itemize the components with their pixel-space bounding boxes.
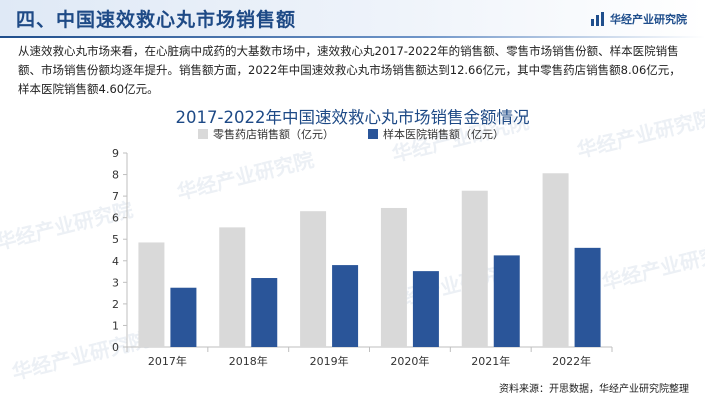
y-tick-label: 4 — [112, 255, 119, 268]
x-tick-label: 2019年 — [310, 354, 349, 368]
header-band — [0, 0, 705, 36]
x-tick-label: 2017年 — [148, 354, 187, 368]
legend-label: 样本医院销售额（亿元） — [383, 127, 504, 141]
legend-swatch — [198, 129, 208, 139]
bar-retail — [300, 211, 327, 347]
y-tick-label: 5 — [112, 233, 119, 246]
chart-title: 2017-2022年中国速效救心丸市场销售金额情况 — [175, 108, 530, 127]
brand-name: 华经产业研究院 — [610, 13, 687, 26]
x-tick-label: 2020年 — [390, 354, 429, 368]
bar-retail — [380, 207, 407, 347]
bar-hospital — [332, 265, 359, 347]
brand-logo-icon — [591, 12, 604, 26]
x-tick-label: 2018年 — [229, 354, 268, 368]
x-tick-label: 2021年 — [471, 354, 510, 368]
bar-retail — [138, 242, 165, 347]
bar-hospital — [493, 255, 520, 347]
bar-retail — [461, 190, 488, 347]
brand: 华经产业研究院 — [591, 11, 687, 27]
legend-label: 零售药店销售额（亿元） — [213, 127, 334, 141]
bar-hospital — [412, 271, 439, 347]
bar-hospital — [170, 287, 197, 347]
intro-paragraph: 从速效救心丸市场来看，在心脏病中成药的大基数市场中，速效救心丸2017-2022… — [18, 44, 681, 96]
bar-retail — [542, 173, 569, 347]
x-tick-label: 2022年 — [552, 354, 591, 368]
header-accent-line — [0, 36, 705, 38]
y-tick-label: 3 — [112, 276, 119, 289]
y-tick-label: 0 — [112, 341, 119, 354]
y-tick-label: 2 — [112, 298, 119, 311]
y-tick-label: 8 — [112, 169, 119, 182]
y-tick-label: 9 — [112, 147, 119, 160]
y-tick-label: 1 — [112, 319, 119, 332]
y-tick-label: 6 — [112, 212, 119, 225]
source-note: 资料来源：开思数据，华经产业研究院整理 — [499, 384, 689, 395]
bar-retail — [219, 227, 246, 347]
legend-swatch — [368, 129, 378, 139]
bar-hospital — [251, 278, 278, 347]
section-title: 四、中国速效救心丸市场销售额 — [16, 9, 297, 31]
bar-hospital — [574, 247, 601, 347]
y-tick-label: 7 — [112, 190, 119, 203]
